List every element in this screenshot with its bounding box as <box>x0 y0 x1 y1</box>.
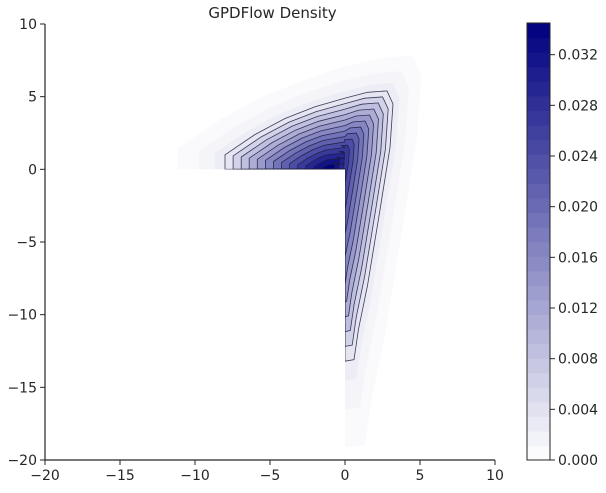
x-tick-label: −20 <box>30 468 60 484</box>
colorbar-tick-label: 0.032 <box>558 48 598 64</box>
colorbar-segment <box>527 299 550 315</box>
plot-area <box>177 55 422 448</box>
x-tick-label: −15 <box>105 468 135 484</box>
colorbar-tick-label: 0.004 <box>558 402 598 418</box>
chart-title: GPDFlow Density <box>208 4 337 22</box>
x-tick-label: −10 <box>180 468 210 484</box>
axes <box>44 24 495 461</box>
colorbar-tick-label: 0.020 <box>558 200 598 216</box>
colorbar-segment <box>527 183 550 199</box>
colorbar-segment <box>527 358 550 374</box>
colorbar-segment <box>527 197 550 213</box>
colorbar-segment <box>527 212 550 228</box>
x-tick-label: 0 <box>341 468 350 484</box>
colorbar-segment <box>527 401 550 417</box>
colorbar-segment <box>527 241 550 257</box>
colorbar-segment <box>527 314 550 330</box>
contour-line-2 <box>232 96 389 347</box>
colorbar-segment <box>527 139 550 155</box>
contour-line-3 <box>240 102 384 333</box>
colorbar-segment <box>527 110 550 126</box>
y-tick-label: 0 <box>28 162 37 178</box>
colorbar-segment <box>527 52 550 68</box>
colorbar-segment <box>527 226 550 243</box>
colorbar-tick-label: 0.000 <box>558 453 598 469</box>
colorbar-segment <box>527 23 550 39</box>
x-tick-label: −5 <box>260 468 281 484</box>
y-tick-label: −15 <box>7 380 37 396</box>
y-tick-label: −5 <box>16 235 37 251</box>
y-axis-ticks: −20 −15 −10 −5 0 5 10 <box>7 17 45 469</box>
y-tick-label: −20 <box>7 453 37 469</box>
colorbar-tick-label: 0.024 <box>558 149 598 165</box>
colorbar-segment <box>527 285 550 301</box>
colorbar-segment <box>527 256 550 272</box>
contour-line-5 <box>256 114 375 303</box>
colorbar-segment <box>527 95 550 111</box>
colorbar-segment <box>527 372 550 388</box>
y-tick-label: 5 <box>28 90 37 106</box>
x-tick-label: 5 <box>416 468 425 484</box>
colorbar-tick-label: 0.008 <box>558 352 598 368</box>
colorbar-segment <box>527 154 550 170</box>
colorbar-segment <box>527 66 550 82</box>
density-fill-bands <box>177 55 422 448</box>
contour-line-4 <box>248 108 379 318</box>
colorbar-segment <box>527 270 550 286</box>
x-axis-ticks: −20 −15 −10 −5 0 5 10 <box>30 460 504 484</box>
y-tick-label: −10 <box>7 308 37 324</box>
colorbar-segment <box>527 387 550 403</box>
x-tick-label: 10 <box>486 468 504 484</box>
colorbar-segment <box>527 416 550 432</box>
colorbar-segment <box>527 445 550 461</box>
colorbar-segment <box>527 124 550 141</box>
colorbar-tick-label: 0.012 <box>558 301 598 317</box>
colorbar-tick-label: 0.028 <box>558 98 598 114</box>
colorbar-segment <box>527 37 550 53</box>
colorbar-tick-label: 0.016 <box>558 250 598 266</box>
contour-line-1 <box>224 90 394 362</box>
colorbar-segment <box>527 328 550 345</box>
colorbar-segment <box>527 430 550 447</box>
colorbar-segment <box>527 81 550 97</box>
colorbar: 0.000 0.004 0.008 0.012 0.016 0.020 0.024 0.028… <box>526 22 598 469</box>
colorbar-segment <box>527 343 550 359</box>
colorbar-frame <box>526 22 551 461</box>
y-tick-label: 10 <box>19 17 37 33</box>
colorbar-segment <box>527 168 550 184</box>
